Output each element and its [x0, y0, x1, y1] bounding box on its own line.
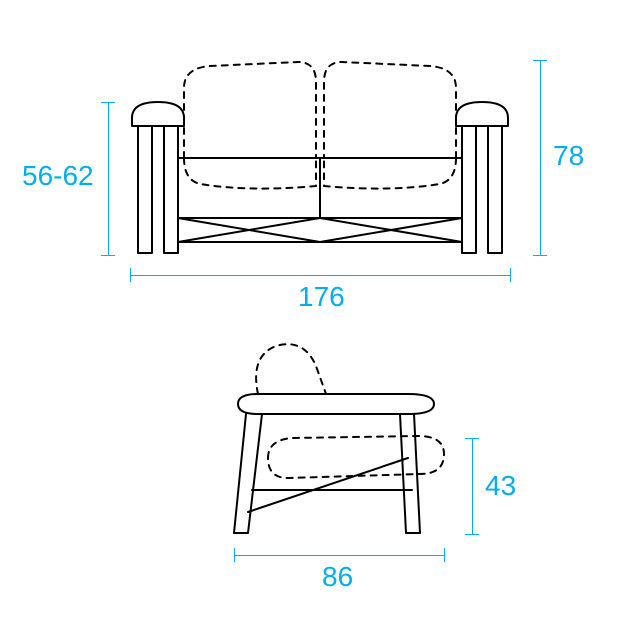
dim-label-side-depth: 86: [322, 563, 353, 591]
dim-tick: [465, 438, 479, 439]
dim-tick: [101, 102, 115, 103]
dim-tick: [234, 548, 235, 562]
dimension-diagram: 176 78 56-62 86: [0, 0, 630, 630]
dim-label-front-armrest: 56-62: [22, 162, 94, 190]
front-view-drawing: [130, 60, 510, 255]
dim-tick: [533, 60, 547, 61]
dim-line-side-seat-height: [472, 438, 473, 534]
dim-line-front-armrest: [108, 102, 109, 255]
dim-tick: [510, 268, 511, 282]
dim-tick: [130, 268, 131, 282]
dim-tick: [533, 255, 547, 256]
dim-line-front-width: [130, 275, 510, 276]
dim-label-front-width: 176: [298, 283, 345, 311]
dim-tick: [465, 534, 479, 535]
dim-label-side-seat-height: 43: [485, 472, 516, 500]
dim-line-side-depth: [234, 555, 444, 556]
dim-line-front-height: [540, 60, 541, 255]
side-view-drawing: [222, 340, 452, 540]
dim-tick: [101, 255, 115, 256]
dim-label-front-height: 78: [553, 142, 584, 170]
dim-tick: [444, 548, 445, 562]
